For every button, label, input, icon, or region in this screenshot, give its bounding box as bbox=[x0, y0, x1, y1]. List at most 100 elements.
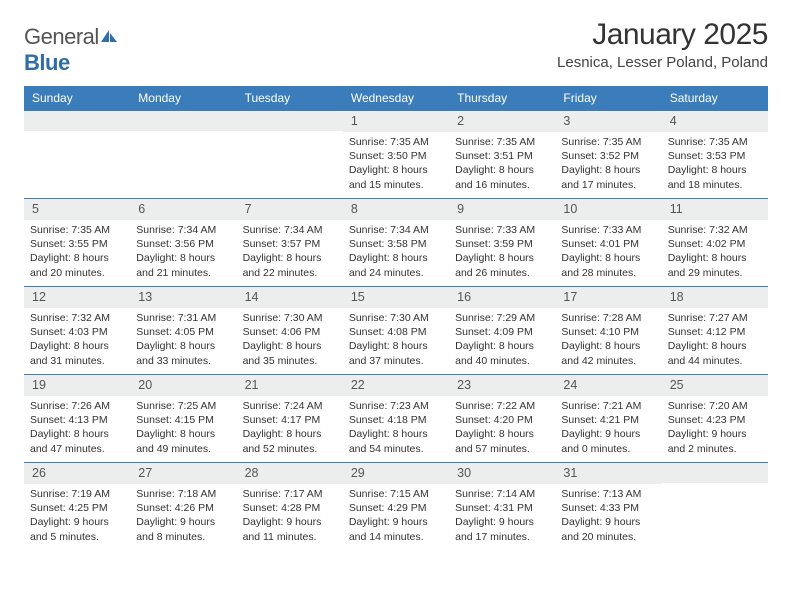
day-number: 5 bbox=[24, 199, 130, 220]
sunrise-line: Sunrise: 7:19 AM bbox=[30, 487, 124, 501]
day-number: 25 bbox=[662, 375, 768, 396]
sunrise-line: Sunrise: 7:25 AM bbox=[136, 399, 230, 413]
day-details: Sunrise: 7:35 AMSunset: 3:55 PMDaylight:… bbox=[24, 220, 130, 285]
sunrise-line: Sunrise: 7:29 AM bbox=[455, 311, 549, 325]
calendar-cell: 20Sunrise: 7:25 AMSunset: 4:15 PMDayligh… bbox=[130, 375, 236, 463]
day-header: Tuesday bbox=[237, 86, 343, 111]
day-details: Sunrise: 7:23 AMSunset: 4:18 PMDaylight:… bbox=[343, 396, 449, 461]
sunset-line: Sunset: 4:15 PM bbox=[136, 413, 230, 427]
sunrise-line: Sunrise: 7:13 AM bbox=[561, 487, 655, 501]
daylight-line: Daylight: 8 hours and 22 minutes. bbox=[243, 251, 337, 279]
calendar-cell: 29Sunrise: 7:15 AMSunset: 4:29 PMDayligh… bbox=[343, 463, 449, 551]
calendar-cell: 3Sunrise: 7:35 AMSunset: 3:52 PMDaylight… bbox=[555, 111, 661, 199]
daylight-line: Daylight: 9 hours and 14 minutes. bbox=[349, 515, 443, 543]
day-header: Saturday bbox=[662, 86, 768, 111]
day-details: Sunrise: 7:24 AMSunset: 4:17 PMDaylight:… bbox=[237, 396, 343, 461]
sunset-line: Sunset: 4:02 PM bbox=[668, 237, 762, 251]
daylight-line: Daylight: 9 hours and 8 minutes. bbox=[136, 515, 230, 543]
day-details: Sunrise: 7:13 AMSunset: 4:33 PMDaylight:… bbox=[555, 484, 661, 549]
daylight-line: Daylight: 8 hours and 17 minutes. bbox=[561, 163, 655, 191]
sunrise-line: Sunrise: 7:33 AM bbox=[455, 223, 549, 237]
calendar-week: 1Sunrise: 7:35 AMSunset: 3:50 PMDaylight… bbox=[24, 111, 768, 199]
day-number: 14 bbox=[237, 287, 343, 308]
day-number: 12 bbox=[24, 287, 130, 308]
sunset-line: Sunset: 4:17 PM bbox=[243, 413, 337, 427]
sunrise-line: Sunrise: 7:22 AM bbox=[455, 399, 549, 413]
day-details: Sunrise: 7:21 AMSunset: 4:21 PMDaylight:… bbox=[555, 396, 661, 461]
sunrise-line: Sunrise: 7:34 AM bbox=[349, 223, 443, 237]
sunset-line: Sunset: 4:10 PM bbox=[561, 325, 655, 339]
day-number: 2 bbox=[449, 111, 555, 132]
day-details: Sunrise: 7:18 AMSunset: 4:26 PMDaylight:… bbox=[130, 484, 236, 549]
calendar-cell: 21Sunrise: 7:24 AMSunset: 4:17 PMDayligh… bbox=[237, 375, 343, 463]
title-block: January 2025 Lesnica, Lesser Poland, Pol… bbox=[557, 18, 768, 71]
sunrise-line: Sunrise: 7:14 AM bbox=[455, 487, 549, 501]
daylight-line: Daylight: 8 hours and 54 minutes. bbox=[349, 427, 443, 455]
day-number: 8 bbox=[343, 199, 449, 220]
sunrise-line: Sunrise: 7:30 AM bbox=[349, 311, 443, 325]
day-details: Sunrise: 7:14 AMSunset: 4:31 PMDaylight:… bbox=[449, 484, 555, 549]
day-header-row: SundayMondayTuesdayWednesdayThursdayFrid… bbox=[24, 86, 768, 111]
calendar-table: SundayMondayTuesdayWednesdayThursdayFrid… bbox=[24, 86, 768, 551]
day-number-empty bbox=[24, 111, 130, 131]
sunrise-line: Sunrise: 7:30 AM bbox=[243, 311, 337, 325]
sunset-line: Sunset: 3:57 PM bbox=[243, 237, 337, 251]
daylight-line: Daylight: 8 hours and 20 minutes. bbox=[30, 251, 124, 279]
day-number: 27 bbox=[130, 463, 236, 484]
calendar-week: 26Sunrise: 7:19 AMSunset: 4:25 PMDayligh… bbox=[24, 463, 768, 551]
calendar-cell: 9Sunrise: 7:33 AMSunset: 3:59 PMDaylight… bbox=[449, 199, 555, 287]
day-details: Sunrise: 7:30 AMSunset: 4:08 PMDaylight:… bbox=[343, 308, 449, 373]
sunset-line: Sunset: 3:51 PM bbox=[455, 149, 549, 163]
day-number: 19 bbox=[24, 375, 130, 396]
daylight-line: Daylight: 9 hours and 5 minutes. bbox=[30, 515, 124, 543]
sunset-line: Sunset: 3:52 PM bbox=[561, 149, 655, 163]
calendar-cell: 12Sunrise: 7:32 AMSunset: 4:03 PMDayligh… bbox=[24, 287, 130, 375]
day-details: Sunrise: 7:15 AMSunset: 4:29 PMDaylight:… bbox=[343, 484, 449, 549]
daylight-line: Daylight: 8 hours and 15 minutes. bbox=[349, 163, 443, 191]
logo-word-1: General bbox=[24, 24, 99, 49]
calendar-cell: 22Sunrise: 7:23 AMSunset: 4:18 PMDayligh… bbox=[343, 375, 449, 463]
day-number: 1 bbox=[343, 111, 449, 132]
sunset-line: Sunset: 4:33 PM bbox=[561, 501, 655, 515]
calendar-cell: 6Sunrise: 7:34 AMSunset: 3:56 PMDaylight… bbox=[130, 199, 236, 287]
day-details: Sunrise: 7:34 AMSunset: 3:56 PMDaylight:… bbox=[130, 220, 236, 285]
sunrise-line: Sunrise: 7:18 AM bbox=[136, 487, 230, 501]
day-details: Sunrise: 7:19 AMSunset: 4:25 PMDaylight:… bbox=[24, 484, 130, 549]
sunset-line: Sunset: 3:56 PM bbox=[136, 237, 230, 251]
sunrise-line: Sunrise: 7:20 AM bbox=[668, 399, 762, 413]
sunset-line: Sunset: 4:06 PM bbox=[243, 325, 337, 339]
sunrise-line: Sunrise: 7:24 AM bbox=[243, 399, 337, 413]
day-details-empty bbox=[662, 483, 768, 543]
calendar-cell: 18Sunrise: 7:27 AMSunset: 4:12 PMDayligh… bbox=[662, 287, 768, 375]
sunrise-line: Sunrise: 7:31 AM bbox=[136, 311, 230, 325]
calendar-cell: 16Sunrise: 7:29 AMSunset: 4:09 PMDayligh… bbox=[449, 287, 555, 375]
day-number: 31 bbox=[555, 463, 661, 484]
day-details-empty bbox=[237, 131, 343, 191]
calendar-cell: 27Sunrise: 7:18 AMSunset: 4:26 PMDayligh… bbox=[130, 463, 236, 551]
calendar-page: GeneralBlue January 2025 Lesnica, Lesser… bbox=[0, 0, 792, 612]
calendar-cell: 24Sunrise: 7:21 AMSunset: 4:21 PMDayligh… bbox=[555, 375, 661, 463]
daylight-line: Daylight: 8 hours and 47 minutes. bbox=[30, 427, 124, 455]
sunset-line: Sunset: 4:05 PM bbox=[136, 325, 230, 339]
calendar-cell: 14Sunrise: 7:30 AMSunset: 4:06 PMDayligh… bbox=[237, 287, 343, 375]
sunrise-line: Sunrise: 7:21 AM bbox=[561, 399, 655, 413]
calendar-cell: 17Sunrise: 7:28 AMSunset: 4:10 PMDayligh… bbox=[555, 287, 661, 375]
day-details: Sunrise: 7:25 AMSunset: 4:15 PMDaylight:… bbox=[130, 396, 236, 461]
daylight-line: Daylight: 8 hours and 18 minutes. bbox=[668, 163, 762, 191]
sunset-line: Sunset: 4:25 PM bbox=[30, 501, 124, 515]
sunrise-line: Sunrise: 7:35 AM bbox=[349, 135, 443, 149]
logo-text: GeneralBlue bbox=[24, 24, 119, 76]
daylight-line: Daylight: 8 hours and 57 minutes. bbox=[455, 427, 549, 455]
calendar-cell: 25Sunrise: 7:20 AMSunset: 4:23 PMDayligh… bbox=[662, 375, 768, 463]
daylight-line: Daylight: 8 hours and 29 minutes. bbox=[668, 251, 762, 279]
logo-sail-icon bbox=[99, 24, 119, 50]
day-number: 20 bbox=[130, 375, 236, 396]
logo-word-2: Blue bbox=[24, 50, 70, 75]
calendar-cell bbox=[662, 463, 768, 551]
day-number-empty bbox=[130, 111, 236, 131]
day-details: Sunrise: 7:35 AMSunset: 3:53 PMDaylight:… bbox=[662, 132, 768, 197]
day-details: Sunrise: 7:34 AMSunset: 3:58 PMDaylight:… bbox=[343, 220, 449, 285]
calendar-cell: 10Sunrise: 7:33 AMSunset: 4:01 PMDayligh… bbox=[555, 199, 661, 287]
day-number: 15 bbox=[343, 287, 449, 308]
sunrise-line: Sunrise: 7:34 AM bbox=[136, 223, 230, 237]
